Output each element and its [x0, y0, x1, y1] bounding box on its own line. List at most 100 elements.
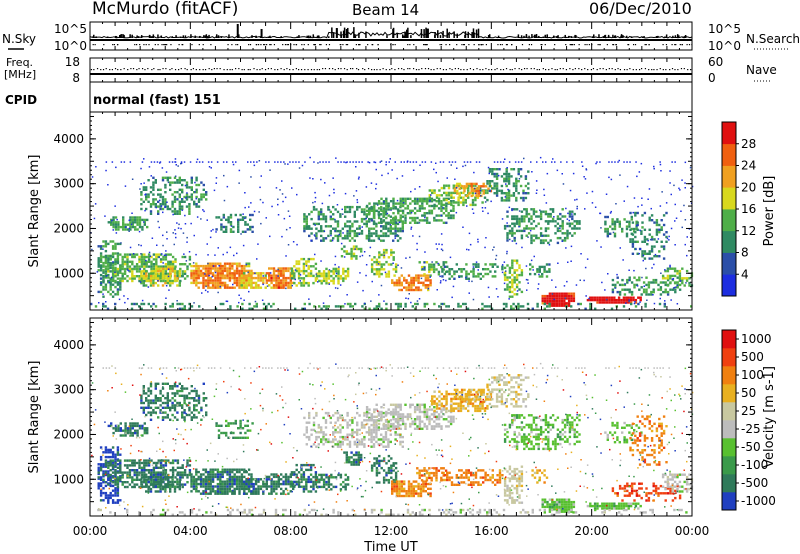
range-time-cell [548, 302, 551, 306]
range-time-cell [378, 305, 381, 308]
nave-dot [144, 69, 146, 71]
range-time-cell [114, 260, 117, 263]
range-time-cell [370, 300, 372, 302]
range-time-cell [102, 475, 105, 478]
range-time-cell [171, 461, 175, 465]
range-time-cell [356, 220, 359, 223]
range-time-cell [277, 281, 280, 285]
range-time-cell [159, 480, 162, 484]
range-time-cell [314, 224, 316, 226]
range-time-cell [348, 225, 352, 228]
range-time-cell [195, 487, 198, 491]
range-time-cell [356, 234, 359, 238]
range-time-cell [405, 286, 408, 289]
range-time-cell [140, 258, 144, 261]
range-time-cell [117, 228, 120, 231]
range-time-cell [227, 218, 230, 221]
noise-right-tick-top: 10^5 [708, 22, 741, 36]
range-time-cell [197, 200, 201, 203]
range-time-cell [636, 211, 639, 215]
range-time-cell [213, 189, 216, 192]
range-time-cell [633, 283, 636, 287]
range-time-cell [636, 285, 639, 287]
range-time-cell [159, 478, 162, 481]
range-time-cell [538, 268, 541, 271]
range-time-cell [470, 194, 473, 198]
range-time-cell [129, 253, 131, 256]
range-time-cell [129, 225, 132, 229]
noise-search-dot [161, 44, 163, 46]
noise-search-dot [358, 44, 360, 46]
range-time-cell [109, 277, 112, 280]
range-time-cell [282, 274, 285, 277]
range-time-cell [360, 247, 363, 251]
range-time-cell [628, 225, 631, 228]
range-time-cell [594, 307, 597, 310]
range-time-cell [418, 235, 421, 238]
range-time-cell [150, 255, 153, 259]
range-time-cell [493, 182, 496, 185]
range-time-cell [123, 260, 127, 263]
range-time-cell [618, 283, 622, 287]
range-time-cell [517, 302, 520, 306]
range-time-cell [561, 232, 564, 235]
range-time-cell [535, 210, 538, 213]
range-time-cell [398, 284, 401, 287]
range-time-cell [209, 269, 212, 273]
range-time-cell [479, 277, 482, 280]
range-time-cell [432, 270, 436, 274]
range-time-cell [149, 274, 153, 278]
range-time-cell [441, 270, 444, 273]
noise-sky-spike [312, 34, 315, 38]
range-time-cell [488, 296, 490, 298]
range-time-cell [398, 288, 401, 292]
range-time-cell [235, 284, 239, 287]
range-time-cell [145, 260, 148, 263]
range-time-cell [622, 259, 624, 261]
range-time-cell [351, 305, 354, 308]
range-time-cell [332, 237, 335, 240]
range-time-cell [625, 235, 629, 238]
range-time-cell [114, 293, 117, 296]
range-time-cell [389, 219, 393, 222]
range-time-cell [325, 272, 328, 275]
noise-sky-spike [343, 27, 346, 38]
range-time-cell [655, 233, 659, 236]
range-time-cell [114, 494, 117, 497]
range-time-cell [397, 307, 400, 310]
range-time-cell [145, 198, 148, 201]
range-time-cell [639, 298, 642, 302]
range-time-cell [370, 219, 374, 222]
range-time-cell [193, 302, 195, 304]
range-time-cell [495, 189, 499, 192]
range-time-cell [104, 446, 108, 449]
range-time-cell [491, 187, 494, 190]
range-time-cell [149, 186, 153, 189]
range-time-cell [611, 227, 614, 231]
noise-sky-spike [207, 36, 210, 38]
range-time-cell [614, 283, 617, 287]
range-time-cell [114, 205, 116, 207]
range-time-cell [287, 286, 290, 289]
range-time-cell [460, 185, 464, 188]
range-time-cell [530, 208, 533, 211]
range-time-cell [138, 244, 140, 246]
range-time-cell [385, 197, 388, 200]
range-time-cell [189, 161, 192, 163]
range-time-cell [466, 205, 468, 207]
range-time-cell [111, 161, 114, 163]
range-time-cell [425, 202, 429, 205]
range-time-cell [202, 193, 205, 196]
range-time-cell [102, 481, 105, 484]
range-time-cell [162, 234, 164, 237]
range-time-cell [133, 302, 136, 306]
range-time-cell [472, 263, 475, 266]
range-time-cell [334, 234, 337, 238]
range-time-cell [129, 218, 132, 222]
range-time-cell [238, 269, 241, 273]
range-time-cell [341, 208, 343, 211]
range-time-cell [195, 179, 198, 182]
range-time-cell [116, 267, 120, 271]
range-time-cell [249, 228, 252, 231]
range-time-cell [380, 197, 383, 200]
